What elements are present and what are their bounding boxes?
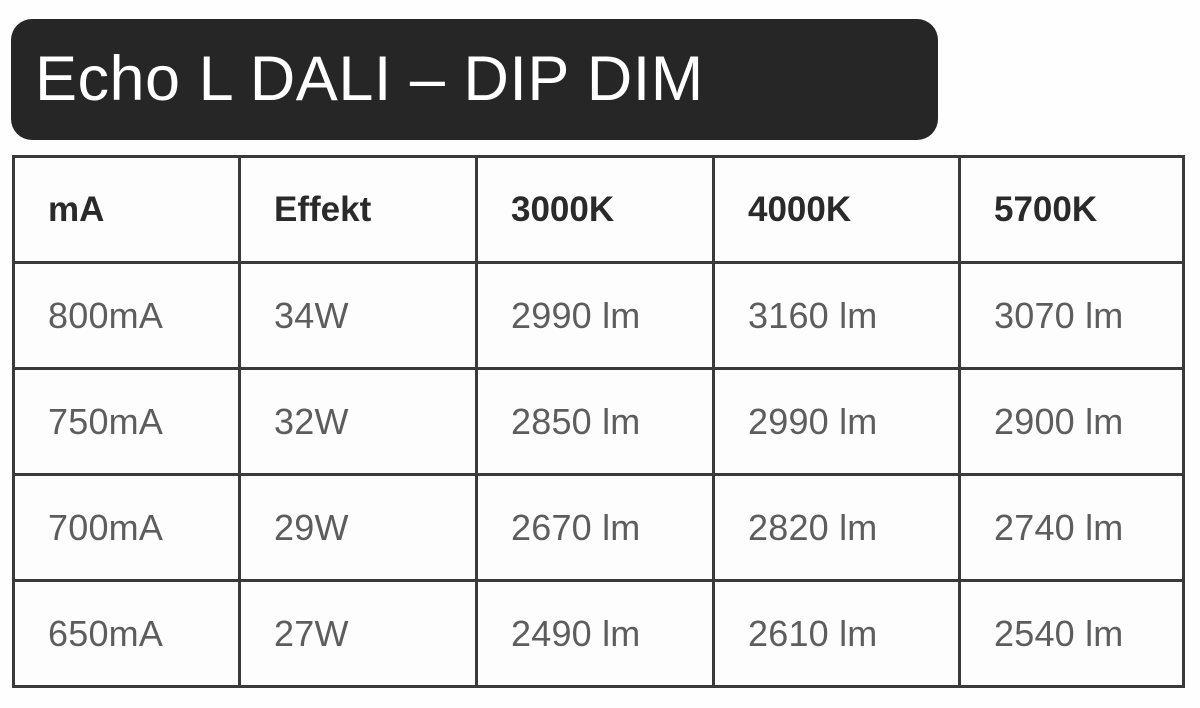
table-header-row: mA Effekt 3000K 4000K 5700K	[12, 155, 1185, 264]
cell-ma: 800mA	[12, 261, 241, 370]
cell-effekt: 32W	[238, 367, 478, 476]
cell-5700k: 3070 lm	[958, 261, 1185, 370]
cell-ma: 750mA	[12, 367, 241, 476]
cell-effekt: 34W	[238, 261, 478, 370]
cell-3000k: 2670 lm	[475, 473, 715, 582]
cell-ma: 700mA	[12, 473, 241, 582]
cell-3000k: 2990 lm	[475, 261, 715, 370]
cell-effekt: 27W	[238, 579, 478, 688]
cell-5700k: 2540 lm	[958, 579, 1185, 688]
cell-4000k: 2820 lm	[712, 473, 961, 582]
table-row: 650mA 27W 2490 lm 2610 lm 2540 lm	[12, 579, 1185, 688]
column-header-ma: mA	[12, 155, 241, 264]
page-title: Echo L DALI – DIP DIM	[35, 44, 704, 114]
cell-3000k: 2490 lm	[475, 579, 715, 688]
cell-5700k: 2740 lm	[958, 473, 1185, 582]
table-row: 750mA 32W 2850 lm 2990 lm 2900 lm	[12, 367, 1185, 476]
column-header-3000k: 3000K	[475, 155, 715, 264]
cell-4000k: 3160 lm	[712, 261, 961, 370]
cell-3000k: 2850 lm	[475, 367, 715, 476]
title-banner: Echo L DALI – DIP DIM	[11, 19, 938, 140]
column-header-5700k: 5700K	[958, 155, 1185, 264]
table-row: 700mA 29W 2670 lm 2820 lm 2740 lm	[12, 473, 1185, 582]
table-body: 800mA 34W 2990 lm 3160 lm 3070 lm 750mA …	[12, 261, 1185, 688]
column-header-4000k: 4000K	[712, 155, 961, 264]
table-row: 800mA 34W 2990 lm 3160 lm 3070 lm	[12, 261, 1185, 370]
cell-5700k: 2900 lm	[958, 367, 1185, 476]
cell-4000k: 2610 lm	[712, 579, 961, 688]
cell-effekt: 29W	[238, 473, 478, 582]
specification-table: mA Effekt 3000K 4000K 5700K 800mA 34W 29…	[12, 155, 1185, 688]
cell-ma: 650mA	[12, 579, 241, 688]
column-header-effekt: Effekt	[238, 155, 478, 264]
table-header: mA Effekt 3000K 4000K 5700K	[12, 155, 1185, 264]
cell-4000k: 2990 lm	[712, 367, 961, 476]
